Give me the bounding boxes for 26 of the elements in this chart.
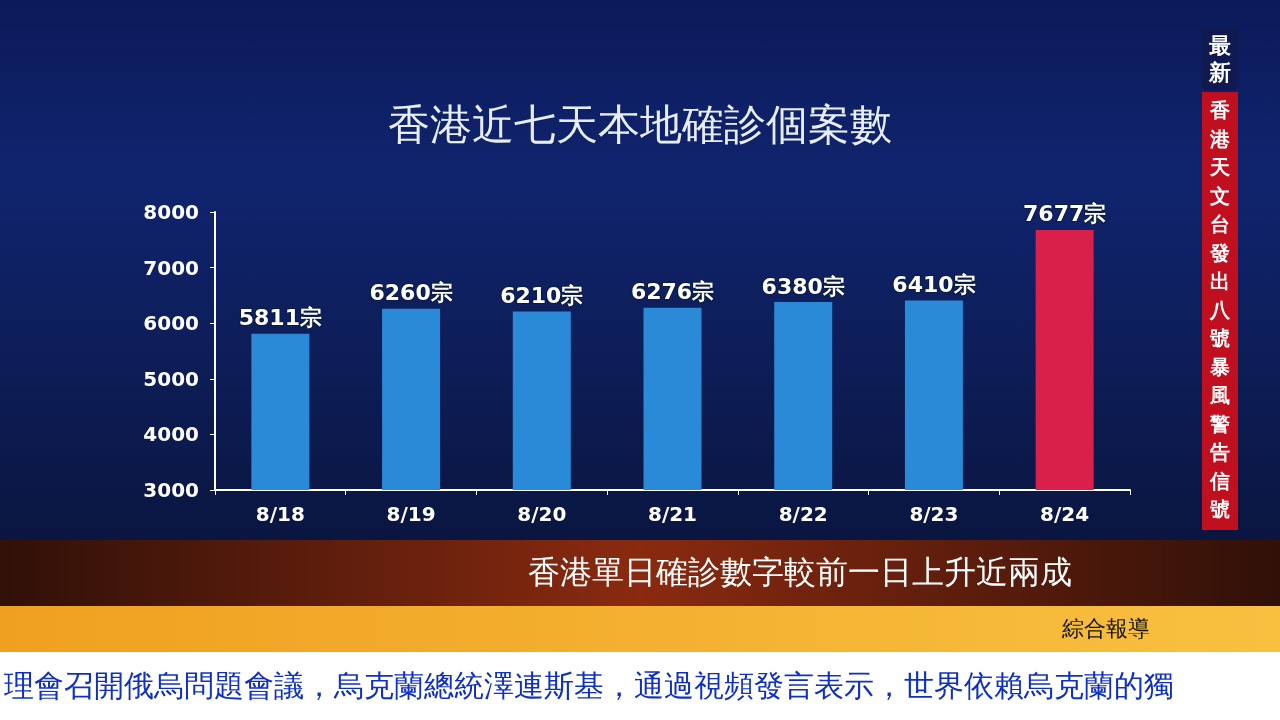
y-tick-label: 5000 bbox=[143, 366, 199, 391]
y-tick-label: 7000 bbox=[143, 255, 199, 280]
x-tick-label: 8/24 bbox=[1040, 502, 1090, 526]
y-tick-label: 6000 bbox=[143, 311, 199, 336]
data-label: 6410宗 bbox=[892, 271, 976, 297]
x-tick-label: 8/20 bbox=[517, 502, 567, 526]
data-label: 6380宗 bbox=[761, 273, 845, 299]
data-label: 6210宗 bbox=[500, 283, 584, 309]
x-tick-label: 8/21 bbox=[647, 502, 698, 526]
y-tick-label: 3000 bbox=[143, 478, 199, 502]
y-tick-label: 4000 bbox=[143, 422, 199, 447]
text: 香港天文台發出八號暴風警告信號 bbox=[1210, 98, 1230, 521]
text: 最新 bbox=[1208, 32, 1232, 86]
data-label: 7677宗 bbox=[1023, 201, 1107, 227]
data-label: 6276宗 bbox=[630, 279, 715, 305]
y-tick-label: 8000 bbox=[143, 200, 199, 224]
text: 香港單日確診數字較前一日上升近兩成 bbox=[0, 540, 1280, 606]
x-tick-label: 8/18 bbox=[255, 502, 305, 526]
text: 理會召開俄烏問題會議，烏克蘭總統澤連斯基，通過視頻發言表示，世界依賴烏克蘭的獨 bbox=[0, 652, 1280, 720]
x-tick-label: 8/19 bbox=[386, 502, 436, 526]
x-tick-label: 8/23 bbox=[909, 502, 959, 526]
text: 綜合報導 bbox=[0, 606, 1280, 652]
x-tick-label: 8/22 bbox=[778, 502, 828, 526]
chart-title: 香港近七天本地確診個案數 bbox=[388, 99, 892, 149]
data-label: 5811宗 bbox=[238, 305, 322, 331]
data-label: 6260宗 bbox=[369, 280, 453, 306]
